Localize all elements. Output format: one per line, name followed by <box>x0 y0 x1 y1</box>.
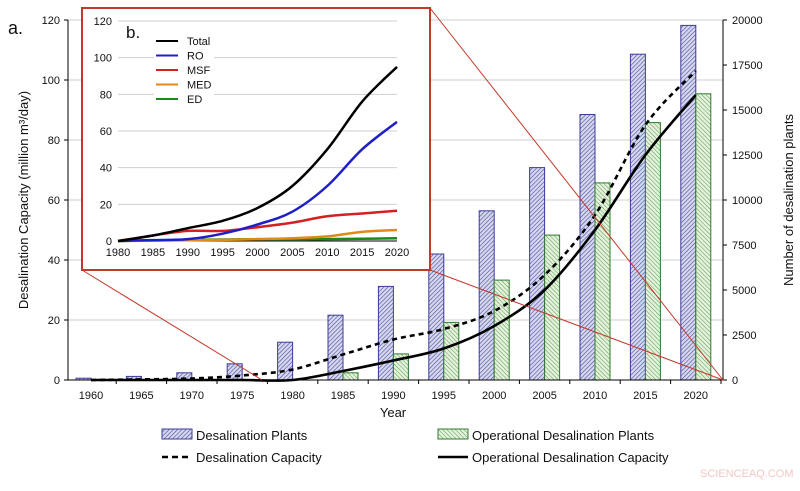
x-tick-label: 2015 <box>633 390 657 402</box>
inset-legend-label: MED <box>187 80 212 92</box>
x-tick-label: 1965 <box>129 390 153 402</box>
inset-x-tick-label: 1980 <box>106 247 130 259</box>
connector-line <box>429 7 724 381</box>
y-right-tick-label: 17500 <box>732 60 763 72</box>
inset-x-tick-label: 2000 <box>245 247 269 259</box>
desalination-plants-bar <box>478 210 495 381</box>
y-right-tick-label: 12500 <box>732 150 763 162</box>
inset-legend-bg <box>154 62 214 75</box>
inset-legend-bg <box>154 76 214 90</box>
inset-y-tick-label: 120 <box>94 16 112 28</box>
y-right-tick-label: 0 <box>732 375 738 387</box>
y-left-tick-label: 40 <box>48 255 60 267</box>
legend-swatch <box>161 428 193 440</box>
y-right-tick-label: 15000 <box>732 105 763 117</box>
x-tick-label: 2010 <box>583 390 607 402</box>
x-tick-label: 2020 <box>684 390 708 402</box>
legend-label: Operational Desalination Plants <box>472 428 655 443</box>
y-right-tick-label: 5000 <box>732 285 756 297</box>
inset-x-tick-label: 2005 <box>280 247 304 259</box>
desalination-plants-bar <box>529 167 546 381</box>
panel-a-label: a. <box>8 18 23 38</box>
legend-label: Desalination Plants <box>196 428 308 443</box>
desalination-capacity-line <box>90 70 697 382</box>
y-right-tick-label: 10000 <box>732 195 763 207</box>
inset-legend-bg <box>154 47 214 61</box>
y-axis-left-title: Desalination Capacity (million m³/day) <box>16 91 31 309</box>
x-tick-label: 1985 <box>331 390 355 402</box>
legend-swatch <box>437 428 469 440</box>
y-right-tick-label: 20000 <box>732 15 763 27</box>
inset-y-tick-label: 40 <box>100 163 112 175</box>
inset-x-tick-label: 2010 <box>315 247 339 259</box>
desalination-plants-bar <box>680 24 697 381</box>
inset-x-tick-label: 2015 <box>350 247 374 259</box>
inset-legend-label: Total <box>187 36 210 48</box>
y-left-tick-label: 80 <box>48 135 60 147</box>
y-axis-right-title: Number of desalination plants <box>781 114 796 286</box>
inset-x-tick-label: 1985 <box>141 247 165 259</box>
inset-x-tick-label: 2020 <box>385 247 409 259</box>
panel-b-label: b. <box>126 23 140 42</box>
operational-plants-bar <box>443 321 460 381</box>
inset-x-tick-label: 1995 <box>210 247 234 259</box>
y-left-tick-label: 0 <box>54 375 60 387</box>
inset-line-ro <box>117 120 398 243</box>
desalination-plants-bar <box>377 285 394 381</box>
x-tick-label: 2005 <box>532 390 556 402</box>
inset-y-tick-label: 20 <box>100 199 112 211</box>
legend-label: Operational Desalination Capacity <box>472 450 669 465</box>
y-left-tick-label: 60 <box>48 195 60 207</box>
x-tick-label: 1960 <box>79 390 103 402</box>
operational-plants-bar <box>342 372 359 381</box>
connector-line <box>81 269 263 381</box>
desalination-plants-bar <box>629 53 646 381</box>
operational-plants-bar <box>544 234 561 381</box>
y-left-tick-label: 20 <box>48 315 60 327</box>
x-tick-label: 1980 <box>280 390 304 402</box>
inset-y-tick-label: 100 <box>94 53 112 65</box>
inset-line-total <box>117 65 398 243</box>
x-axis-title: Year <box>380 405 407 420</box>
inset-legend-label: RO <box>187 51 204 63</box>
inset-x-tick-label: 1990 <box>176 247 200 259</box>
x-tick-label: 1995 <box>432 390 456 402</box>
x-tick-label: 1970 <box>180 390 204 402</box>
inset-y-tick-label: 60 <box>100 126 112 138</box>
x-tick-label: 1975 <box>230 390 254 402</box>
y-right-tick-label: 2500 <box>732 330 756 342</box>
desalination-plants-bar <box>277 341 294 381</box>
x-tick-label: 2000 <box>482 390 506 402</box>
inset-y-tick-label: 0 <box>106 236 112 248</box>
inset-legend-label: MSF <box>187 65 211 77</box>
inset-legend-label: ED <box>187 94 202 106</box>
inset-legend-bg <box>154 91 214 104</box>
operational-plants-bar <box>695 93 712 381</box>
connector-line <box>429 269 724 381</box>
inset-legend-bg <box>154 33 214 46</box>
legend-label: Desalination Capacity <box>196 450 322 465</box>
inset-y-tick-label: 80 <box>100 89 112 101</box>
operational-plants-bar <box>644 122 661 381</box>
y-left-tick-label: 100 <box>42 75 60 87</box>
x-tick-label: 1990 <box>381 390 405 402</box>
watermark: SCIENCEAQ.COM <box>700 468 794 480</box>
desalination-plants-bar <box>428 253 445 381</box>
y-left-tick-label: 120 <box>42 15 60 27</box>
y-right-tick-label: 7500 <box>732 240 756 252</box>
